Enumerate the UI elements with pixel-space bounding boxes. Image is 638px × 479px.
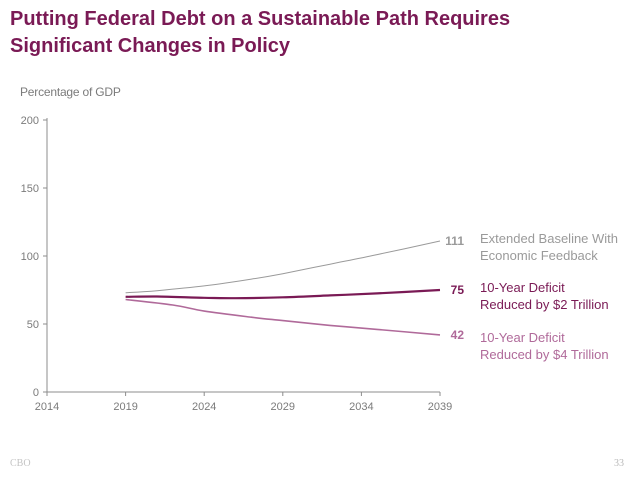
source-logo-text: CBO [10, 458, 31, 469]
x-tick-label: 2024 [192, 401, 216, 413]
x-tick-label: 2034 [349, 401, 373, 413]
page-number: 33 [614, 458, 624, 469]
y-tick-label: 100 [21, 251, 39, 263]
series-legend-label-1: Extended Baseline With [480, 231, 618, 246]
series-legend-label-3: 10-Year Deficit [480, 330, 565, 345]
series-line-1 [125, 240, 441, 294]
series-line-2 [125, 288, 441, 300]
title-line-2: Significant Changes in Policy [10, 35, 291, 57]
x-tick-label: 2039 [428, 401, 452, 413]
y-tick-label: 150 [21, 183, 39, 195]
x-tick-label: 2029 [271, 401, 295, 413]
series-end-value-1: 111 [445, 234, 464, 248]
series-legend-label-2: 10-Year Deficit [480, 280, 565, 295]
y-tick-label: 50 [27, 319, 39, 331]
series-end-value-2: 75 [451, 283, 465, 297]
chart-title: Putting Federal Debt on a Sustainable Pa… [10, 6, 630, 60]
y-axis-label: Percentage of GDP [20, 85, 121, 99]
series-legend-label-2: Reduced by $2 Trillion [480, 297, 609, 312]
series-legend-label-3: Reduced by $4 Trillion [480, 347, 609, 362]
y-tick-label: 0 [33, 387, 39, 399]
y-tick-label: 200 [21, 115, 39, 127]
series-line-3 [125, 298, 441, 336]
x-tick-label: 2019 [113, 401, 137, 413]
title-line-1: Putting Federal Debt on a Sustainable Pa… [10, 8, 511, 30]
series-end-value-3: 42 [451, 328, 465, 342]
series-legend-label-1: Economic Feedback [480, 248, 598, 263]
x-tick-label: 2014 [35, 401, 59, 413]
